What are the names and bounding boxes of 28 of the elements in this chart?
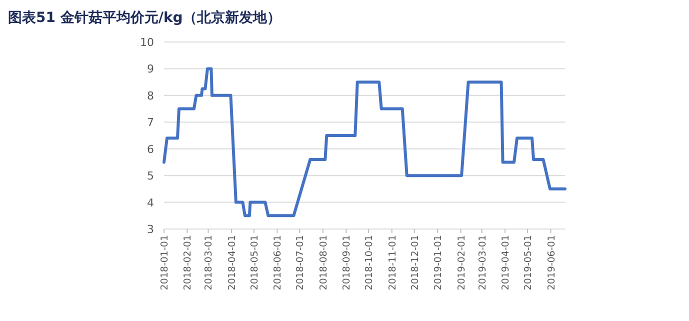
x-tick-label: 2018-01-01 bbox=[160, 235, 170, 290]
x-tick-label: 2018-09-01 bbox=[342, 235, 353, 290]
x-tick-label: 2018-02-01 bbox=[182, 235, 194, 290]
x-tick-label: 2019-02-01 bbox=[456, 235, 468, 290]
line-series bbox=[162, 67, 566, 218]
y-tick-label: 6 bbox=[147, 142, 154, 156]
x-tick-label: 2019-03-01 bbox=[477, 235, 488, 290]
x-tick-label: 2018-05-01 bbox=[249, 235, 260, 290]
y-tick-label: 3 bbox=[147, 223, 154, 236]
x-tick-label: 2019-05-01 bbox=[523, 235, 534, 290]
y-tick-label: 7 bbox=[147, 116, 154, 130]
y-tick-label: 4 bbox=[147, 196, 154, 210]
x-tick-label: 2018-07-01 bbox=[295, 235, 306, 290]
x-tick-label: 2018-06-01 bbox=[272, 235, 284, 290]
y-tick-label: 5 bbox=[147, 170, 154, 183]
x-tick-label: 2018-10-01 bbox=[364, 235, 376, 290]
x-tick-label: 2018-08-01 bbox=[318, 235, 330, 290]
x-tick-label: 2018-11-01 bbox=[387, 235, 398, 290]
x-tick-label: 2019-01-01 bbox=[433, 235, 444, 290]
x-tick-label: 2019-06-01 bbox=[546, 235, 558, 290]
chart-title: 图表51 金针菇平均价元/kg（北京新发地） bbox=[8, 9, 281, 26]
x-tick-label: 2019-04-01 bbox=[500, 235, 512, 290]
x-tick-label: 2018-04-01 bbox=[226, 235, 238, 290]
x-tick-label: 2018-12-01 bbox=[410, 235, 421, 290]
x-tick-label: 2018-03-01 bbox=[204, 235, 215, 290]
y-tick-label: 9 bbox=[147, 62, 154, 76]
y-tick-label: 8 bbox=[147, 89, 154, 102]
y-tick-label: 10 bbox=[140, 36, 154, 49]
